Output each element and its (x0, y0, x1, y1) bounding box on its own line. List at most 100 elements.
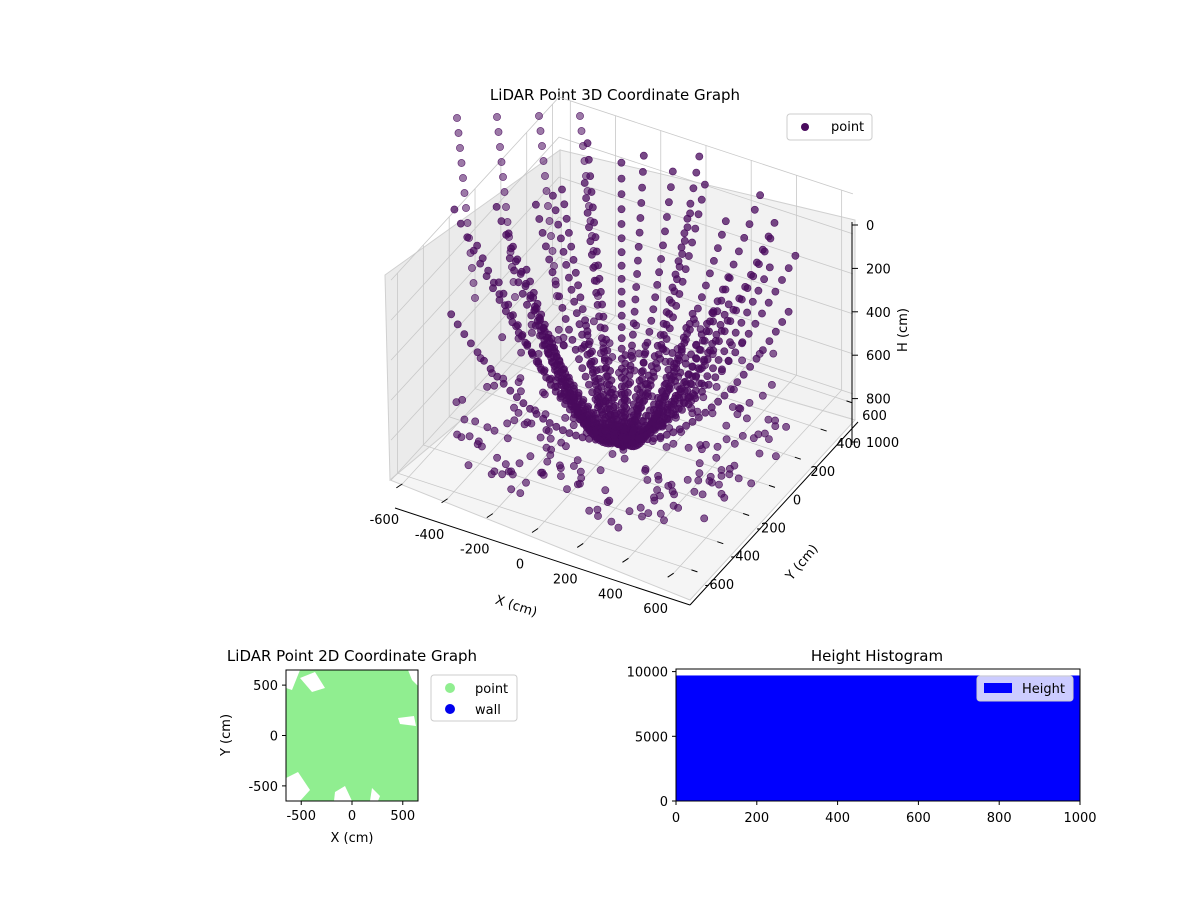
scatter-point-1271 (576, 467, 585, 476)
scatter-point-511 (535, 215, 544, 223)
y-tick-2d-2: 500 (253, 679, 278, 694)
z-tick-3d-1: 200 (866, 262, 891, 277)
scatter-point-691 (542, 373, 551, 382)
x-tick-hist-0: 0 (672, 811, 680, 826)
scatter-point-1381 (579, 142, 587, 150)
scatter-point-1127 (692, 341, 700, 350)
scatter-point-725 (466, 339, 475, 348)
x-tick-hist-3: 600 (906, 811, 931, 826)
histogram-frame (675, 668, 1081, 802)
scatter-point-188 (721, 217, 730, 226)
scatter-point-106 (784, 264, 793, 272)
scatter-point-1129 (559, 333, 568, 342)
scatter-point-502 (565, 325, 573, 334)
scatter-point-80 (765, 263, 774, 272)
scatter-point-1209 (603, 498, 612, 506)
scatter-point-1304 (765, 435, 773, 443)
scatter-point-339 (630, 307, 639, 316)
scatter-point-1158 (667, 480, 676, 489)
scatter-point-1115 (563, 485, 571, 493)
scatter-point-1093 (465, 432, 474, 441)
scatter-point-938 (636, 388, 644, 397)
scatter-point-1215 (517, 387, 525, 396)
scatter-point-1218 (661, 357, 670, 366)
scatter-point-7 (662, 430, 671, 439)
scatter-point-619 (478, 254, 487, 263)
scatter-point-1363 (508, 263, 516, 271)
scatter-point-1169 (681, 354, 690, 362)
scatter-point-1102 (734, 474, 743, 483)
scatter-point-1290 (526, 452, 535, 461)
x-axis-label-2d: X (cm) (331, 831, 374, 846)
chart-2d-gaps (286, 670, 418, 801)
scatter-point-1309 (596, 365, 605, 374)
scatter-point-23 (765, 337, 774, 345)
scatter-point-1335 (539, 470, 548, 479)
scatter-point-1118 (670, 359, 679, 368)
scatter-point-71 (714, 356, 723, 364)
chart-histogram: Height Histogram 0 200 400 600 800 1000050001… (627, 647, 1097, 826)
scatter-point-1222 (693, 407, 702, 416)
scatter-point-1130 (643, 379, 651, 388)
scatter-point-1380 (577, 127, 586, 135)
scatter-point-1364 (509, 278, 518, 286)
scatter-point-1390 (592, 277, 601, 285)
legend-3d: point (786, 113, 873, 141)
scatter-point-1307 (590, 317, 598, 326)
scatter-point-370 (617, 261, 626, 270)
scatter-point-455 (565, 228, 573, 237)
scatter-point-366 (617, 311, 626, 320)
scatter-point-1094 (628, 438, 636, 447)
scatter-point-215 (756, 191, 764, 200)
scatter-point-10 (682, 421, 690, 430)
scatter-point-1076 (712, 330, 721, 339)
scatter-point-1350 (468, 264, 476, 272)
scatter-point-1156 (607, 517, 616, 526)
y-tick-hist-1: 5000 (635, 730, 668, 745)
scatter-point-262 (678, 277, 687, 286)
scatter-point-1276 (712, 453, 721, 462)
scatter-point-20 (746, 362, 754, 371)
scatter-point-1084 (503, 434, 512, 443)
scatter-point-1015 (661, 392, 670, 401)
scatter-point-1306 (700, 514, 709, 523)
scatter-point-1131 (769, 349, 778, 358)
scatter-point-697 (513, 321, 522, 330)
scatter-point-1272 (738, 356, 746, 365)
scatter-point-835 (550, 343, 558, 352)
scatter-point-805 (548, 357, 556, 366)
legend-2d-wall-marker (445, 704, 455, 714)
y-tick-2d-0: -500 (248, 780, 278, 795)
scatter-point-1112 (715, 480, 723, 489)
scatter-point-499 (575, 355, 583, 364)
y-tick-3d-1: -400 (731, 550, 761, 565)
x-tick-3d-2: -200 (460, 543, 490, 558)
scatter-point-431 (580, 179, 589, 187)
scatter-point-1318 (635, 349, 643, 358)
scatter-point-1244 (490, 467, 499, 476)
scatter-point-291 (680, 229, 689, 238)
scatter-point-1147 (615, 368, 623, 377)
scatter-point-689 (551, 387, 560, 396)
scatter-point-1383 (582, 172, 590, 180)
scatter-point-95 (711, 373, 720, 382)
scatter-point-1206 (730, 461, 739, 470)
scatter-point-26 (784, 307, 793, 316)
scatter-point-210 (729, 260, 738, 269)
scatter-point-1195 (651, 410, 660, 419)
scatter-point-347 (637, 199, 646, 207)
scatter-point-1128 (527, 320, 536, 329)
scatter-point-1080 (660, 516, 668, 525)
histogram-title: Height Histogram (811, 647, 943, 665)
scatter-point-181 (694, 304, 702, 313)
scatter-point-782 (530, 306, 539, 315)
scatter-point-290 (677, 243, 686, 252)
scatter-point-1310 (713, 442, 722, 451)
scatter-point-1375 (548, 247, 557, 255)
scatter-point-1294 (559, 341, 568, 349)
scatter-point-322 (667, 183, 675, 191)
scatter-point-512 (532, 200, 540, 209)
scatter-point-1369 (539, 157, 548, 165)
scatter-point-1257 (498, 333, 507, 342)
scatter-point-1047 (692, 354, 700, 363)
